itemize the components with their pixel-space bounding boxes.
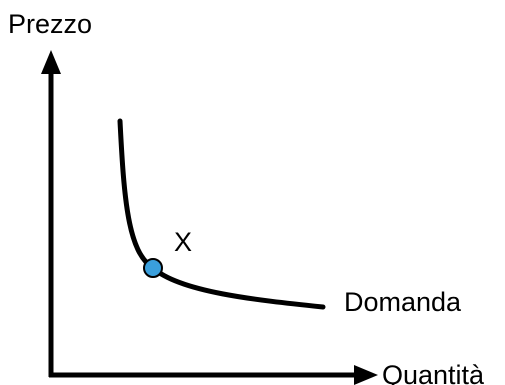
curve-label: Domanda bbox=[344, 287, 462, 317]
y-axis-label: Prezzo bbox=[8, 9, 92, 39]
y-axis-arrow bbox=[41, 50, 61, 74]
point-x-marker bbox=[143, 258, 163, 278]
point-label: X bbox=[174, 227, 192, 257]
x-axis-arrow bbox=[354, 365, 378, 385]
demand-curve bbox=[117, 118, 326, 310]
x-axis-label: Quantità bbox=[382, 360, 485, 385]
